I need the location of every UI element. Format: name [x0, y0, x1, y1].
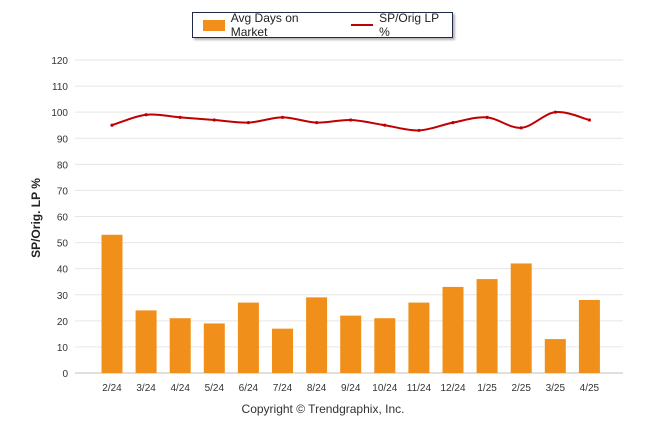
y-tick-label: 120 [51, 56, 68, 67]
copyright-footer: Copyright © Trendgraphix, Inc. [241, 402, 405, 416]
line-point-7/24 [280, 115, 285, 119]
line-point-8/24 [315, 121, 319, 125]
bar-series [101, 234, 600, 373]
x-tick-label: 3/25 [546, 383, 566, 394]
y-tick-label: 50 [57, 239, 69, 250]
x-tick-label: 7/24 [273, 383, 293, 394]
line-point-3/24 [144, 113, 148, 117]
y-tick-label: 40 [57, 265, 69, 276]
line-point-6/24 [246, 121, 250, 125]
legend-swatch-line [351, 24, 374, 26]
grid-lines [75, 59, 623, 374]
line-point-5/24 [212, 118, 216, 122]
x-tick-label: 10/24 [372, 383, 397, 394]
x-tick-label: 9/24 [341, 383, 361, 394]
y-tick-label: 30 [57, 291, 69, 302]
bar-12/24 [442, 286, 464, 373]
x-tick-label: 12/24 [440, 383, 465, 394]
line-point-2/24 [110, 123, 114, 127]
bar-11/24 [408, 302, 430, 373]
bar-2/25 [510, 263, 532, 373]
y-tick-label: 90 [57, 134, 69, 145]
line-point-12/24 [451, 121, 455, 125]
x-tick-label: 8/24 [307, 383, 327, 394]
x-tick-label: 2/24 [102, 383, 122, 394]
line-point-2/25 [519, 126, 523, 130]
bar-9/24 [340, 315, 362, 373]
y-tick-label: 100 [51, 108, 68, 119]
y-tick-label: 80 [57, 160, 69, 171]
bar-5/24 [203, 323, 225, 373]
line-series [110, 110, 592, 133]
line-point-3/25 [553, 110, 557, 114]
y-tick-label: 0 [62, 369, 68, 380]
y-tick-label: 10 [57, 343, 69, 354]
y-tick-label: 20 [57, 317, 69, 328]
bar-7/24 [272, 328, 293, 373]
line-point-11/24 [417, 128, 421, 133]
legend-label-line: SP/Orig LP % [379, 11, 439, 39]
x-tick-label: 11/24 [407, 383, 432, 394]
x-tick-label: 3/24 [136, 383, 156, 394]
legend-item-line[interactable]: SP/Orig LP % [337, 11, 452, 39]
legend-label-bar: Avg Days on Market [230, 11, 299, 39]
line-point-10/24 [383, 123, 387, 127]
y-tick-label: 60 [57, 213, 69, 224]
bar-2/24 [101, 234, 123, 373]
bar-8/24 [306, 297, 328, 373]
bar-1/25 [476, 279, 498, 373]
y-tick-label: 70 [57, 186, 69, 197]
bar-3/24 [135, 310, 157, 373]
line-point-4/24 [178, 115, 182, 119]
y-axis-label: SP/Orig. LP % [29, 178, 43, 258]
x-tick-label: 1/25 [477, 383, 497, 394]
legend: Avg Days on Market SP/Orig LP % [192, 11, 453, 39]
line-point-4/25 [587, 118, 592, 122]
x-tick-label: 6/24 [239, 383, 259, 394]
legend-item-bar[interactable]: Avg Days on Market [193, 11, 337, 39]
y-axis-ticks: 0 10 20 30 40 50 60 70 80 90 100 110 120 [51, 56, 68, 380]
line-point-1/25 [485, 115, 489, 119]
line-point-9/24 [349, 118, 353, 122]
x-tick-label: 4/25 [580, 383, 600, 394]
x-tick-label: 4/24 [170, 383, 190, 394]
x-tick-label: 5/24 [205, 383, 225, 394]
bar-4/25 [578, 299, 600, 373]
x-axis-ticks: 2/24 3/24 4/24 5/24 6/24 7/24 8/24 9/24 10/24 11/… [102, 383, 599, 394]
bar-10/24 [374, 318, 396, 373]
bar-3/25 [544, 339, 566, 373]
bar-6/24 [237, 302, 259, 373]
y-tick-label: 110 [52, 82, 68, 93]
legend-swatch-bar [203, 19, 225, 31]
bar-4/24 [169, 318, 191, 373]
x-tick-label: 2/25 [511, 383, 531, 394]
